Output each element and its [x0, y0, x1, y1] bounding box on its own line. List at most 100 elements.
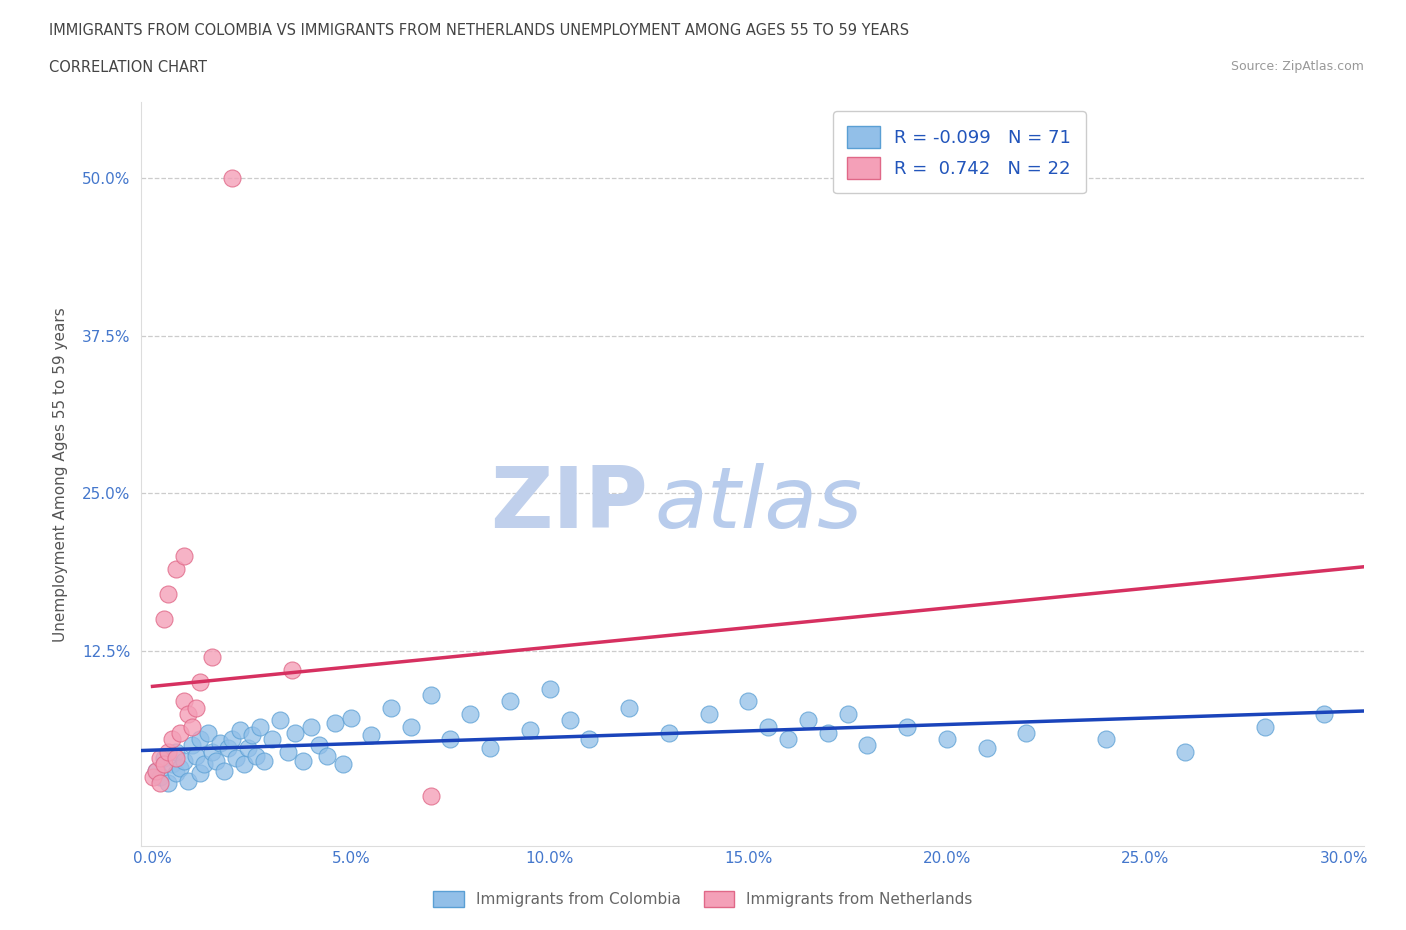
Point	[173, 694, 195, 709]
Point	[157, 776, 180, 790]
Text: atlas: atlas	[654, 462, 862, 546]
Point	[153, 757, 176, 772]
Point	[269, 712, 291, 727]
Point	[186, 748, 208, 763]
Point	[617, 700, 640, 715]
Text: IMMIGRANTS FROM COLOMBIA VS IMMIGRANTS FROM NETHERLANDS UNEMPLOYMENT AMONG AGES : IMMIGRANTS FROM COLOMBIA VS IMMIGRANTS F…	[49, 23, 910, 38]
Point	[188, 675, 211, 690]
Point	[253, 753, 276, 768]
Point	[1253, 719, 1275, 734]
Point	[316, 748, 339, 763]
Point	[181, 719, 204, 734]
Point	[141, 769, 163, 784]
Point	[205, 753, 228, 768]
Point	[299, 719, 322, 734]
Point	[360, 728, 382, 743]
Point	[896, 719, 918, 734]
Point	[658, 725, 681, 740]
Point	[308, 738, 330, 753]
Point	[162, 757, 184, 772]
Point	[1174, 744, 1197, 759]
Point	[538, 682, 561, 697]
Point	[284, 725, 307, 740]
Point	[260, 732, 283, 747]
Point	[332, 757, 354, 772]
Point	[245, 748, 267, 763]
Point	[236, 740, 259, 755]
Point	[697, 707, 720, 722]
Point	[165, 744, 187, 759]
Point	[193, 757, 215, 772]
Legend: R = -0.099   N = 71, R =  0.742   N = 22: R = -0.099 N = 71, R = 0.742 N = 22	[832, 112, 1085, 193]
Point	[935, 732, 957, 747]
Point	[149, 769, 172, 784]
Point	[221, 170, 243, 185]
Point	[976, 740, 998, 755]
Point	[157, 744, 180, 759]
Point	[232, 757, 254, 772]
Point	[145, 764, 167, 778]
Point	[797, 712, 820, 727]
Point	[201, 650, 224, 665]
Point	[499, 694, 522, 709]
Point	[173, 549, 195, 564]
Point	[162, 732, 184, 747]
Point	[169, 761, 191, 776]
Point	[380, 700, 402, 715]
Point	[737, 694, 759, 709]
Text: CORRELATION CHART: CORRELATION CHART	[49, 60, 207, 75]
Point	[1094, 732, 1116, 747]
Point	[181, 738, 204, 753]
Point	[169, 725, 191, 740]
Point	[1015, 725, 1038, 740]
Point	[153, 612, 176, 627]
Point	[399, 719, 422, 734]
Y-axis label: Unemployment Among Ages 55 to 59 years: Unemployment Among Ages 55 to 59 years	[53, 307, 69, 642]
Point	[165, 562, 187, 577]
Point	[519, 723, 541, 737]
Point	[1313, 707, 1336, 722]
Point	[458, 707, 481, 722]
Point	[157, 587, 180, 602]
Point	[186, 700, 208, 715]
Point	[165, 751, 187, 765]
Point	[817, 725, 839, 740]
Point	[221, 732, 243, 747]
Point	[558, 712, 581, 727]
Point	[153, 751, 176, 765]
Point	[149, 751, 172, 765]
Point	[173, 753, 195, 768]
Point	[323, 715, 346, 730]
Point	[419, 789, 441, 804]
Point	[292, 753, 315, 768]
Point	[229, 723, 252, 737]
Point	[188, 732, 211, 747]
Point	[165, 765, 187, 780]
Point	[212, 764, 235, 778]
Point	[225, 751, 247, 765]
Point	[240, 728, 263, 743]
Point	[188, 765, 211, 780]
Point	[208, 736, 231, 751]
Text: Source: ZipAtlas.com: Source: ZipAtlas.com	[1230, 60, 1364, 73]
Point	[280, 662, 302, 677]
Point	[277, 744, 299, 759]
Text: ZIP: ZIP	[491, 462, 648, 546]
Point	[201, 744, 224, 759]
Point	[837, 707, 859, 722]
Point	[856, 738, 879, 753]
Point	[217, 740, 239, 755]
Point	[578, 732, 600, 747]
Point	[439, 732, 461, 747]
Point	[776, 732, 799, 747]
Point	[756, 719, 779, 734]
Point	[479, 740, 502, 755]
Point	[419, 687, 441, 702]
Legend: Immigrants from Colombia, Immigrants from Netherlands: Immigrants from Colombia, Immigrants fro…	[427, 884, 979, 913]
Point	[177, 773, 200, 788]
Point	[340, 711, 363, 725]
Point	[197, 725, 219, 740]
Point	[149, 776, 172, 790]
Point	[177, 707, 200, 722]
Point	[249, 719, 271, 734]
